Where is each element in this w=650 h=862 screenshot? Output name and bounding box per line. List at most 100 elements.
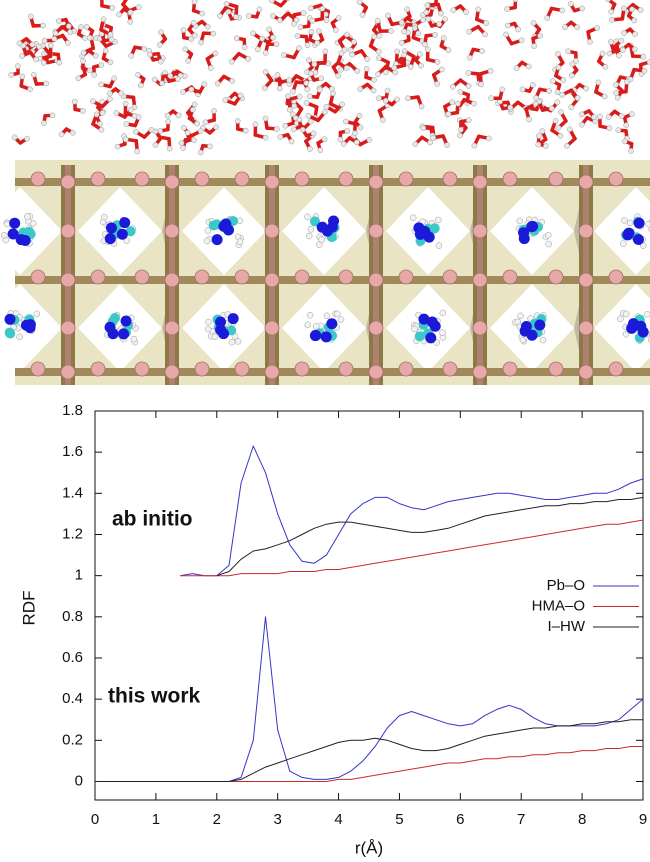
water-hydrogen (86, 67, 93, 74)
water-hydrogen (285, 0, 290, 1)
ma-hydrogen (3, 220, 11, 228)
iodine-atom (294, 361, 310, 377)
water-hydrogen (299, 126, 306, 133)
water-hydrogen (629, 6, 635, 13)
water-hydrogen (436, 21, 443, 27)
water-hydrogen (391, 64, 398, 71)
water-hydrogen (286, 106, 293, 113)
water-hydrogen (19, 53, 25, 59)
water-hydrogen (337, 136, 344, 143)
iodine-atom (30, 171, 46, 187)
water-hydrogen (307, 146, 313, 152)
water-hydrogen (478, 81, 484, 88)
y-tick-label: 1.8 (62, 402, 83, 419)
water-hydrogen (536, 133, 542, 139)
ma-hydrogen (643, 311, 650, 318)
water-hydrogen (15, 63, 21, 70)
water-hydrogen (33, 56, 39, 63)
water-hydrogen (359, 12, 366, 18)
water-hydrogen (641, 68, 648, 74)
water-hydrogen (532, 100, 539, 107)
iodine-atom (30, 269, 46, 285)
iodine-atom (548, 171, 564, 187)
ma-hydrogen (626, 219, 634, 227)
water-hydrogen (449, 99, 455, 106)
water-hydrogen (245, 55, 252, 62)
ma-hydrogen (619, 240, 627, 247)
ma-hydrogen (101, 213, 108, 221)
iodine-atom (578, 174, 594, 190)
water-hydrogen (394, 48, 401, 55)
water-hydrogen (65, 40, 71, 46)
ma-nitrogen (118, 328, 130, 340)
water-hydrogen (141, 46, 148, 52)
water-hydrogen (164, 112, 171, 119)
water-hydrogen (471, 142, 478, 149)
ma-nitrogen (534, 319, 546, 331)
water-hydrogen (539, 128, 546, 134)
cage-window (386, 284, 470, 372)
iodine-atom (502, 171, 518, 187)
ma-nitrogen (7, 228, 19, 240)
water-hydrogen (445, 111, 452, 117)
water-hydrogen (290, 126, 297, 133)
rdf-line (180, 519, 644, 577)
ma-hydrogen (623, 310, 630, 318)
water-hydrogen (108, 36, 115, 43)
water-hydrogen (211, 108, 217, 114)
ma-nitrogen (418, 313, 430, 325)
water-hydrogen (312, 69, 319, 76)
ma-nitrogen (214, 316, 226, 328)
water-hydrogen (233, 35, 240, 42)
ma-hydrogen (323, 312, 331, 320)
water-hydrogen (317, 87, 323, 93)
ma-nitrogen (309, 330, 321, 342)
water-hydrogen (106, 96, 113, 102)
water-hydrogen (191, 0, 198, 5)
water-hydrogen (321, 136, 328, 143)
water-hydrogen (605, 114, 612, 120)
ma-nitrogen (104, 321, 116, 333)
water-hydrogen (423, 9, 430, 16)
water-hydrogen (364, 56, 371, 63)
water-bond (433, 0, 438, 7)
water-hydrogen (269, 12, 276, 19)
water-hydrogen (411, 25, 418, 31)
ma-hydrogen (236, 238, 244, 245)
water-hydrogen (134, 148, 141, 155)
ma-hydrogen (333, 310, 341, 318)
water-hydrogen (114, 143, 121, 150)
water-hydrogen (304, 42, 311, 49)
water-hydrogen (132, 128, 139, 135)
water-hydrogen (147, 51, 153, 58)
water-hydrogen (80, 108, 86, 114)
water-hydrogen (190, 20, 197, 26)
water-hydrogen (487, 68, 494, 74)
water-hydrogen (557, 132, 564, 139)
ma-nitrogen (425, 332, 437, 344)
iodine-atom (264, 174, 280, 190)
iodine-atom (134, 269, 150, 285)
water-hydrogen (242, 127, 249, 134)
iodine-atom (234, 269, 250, 285)
water-hydrogen (197, 149, 204, 156)
water-hydrogen (578, 111, 585, 118)
iodine-atom (368, 223, 384, 239)
water-hydrogen (148, 127, 155, 133)
ma-hydrogen (545, 240, 552, 248)
water-hydrogen (535, 141, 542, 148)
water-hydrogen (412, 141, 419, 147)
iodine-atom (368, 174, 384, 190)
group-annotation: ab initio (112, 508, 193, 531)
legend-label: I–HW (548, 618, 586, 635)
ma-hydrogen (439, 309, 447, 317)
water-hydrogen (297, 24, 304, 30)
ma-nitrogen (429, 320, 441, 332)
water-hydrogen (457, 89, 464, 95)
ma-hydrogen (312, 323, 320, 330)
ma-hydrogen (318, 236, 325, 243)
iodine-atom (608, 171, 624, 187)
water-hydrogen (127, 9, 134, 16)
water-hydrogen (363, 65, 370, 72)
water-hydrogen (202, 119, 209, 126)
